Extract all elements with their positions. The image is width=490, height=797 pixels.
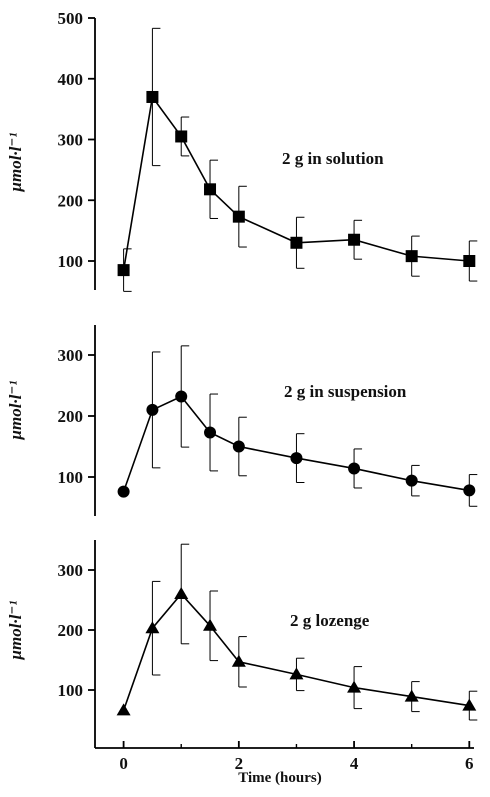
y-tick-label: 100 <box>58 252 84 271</box>
data-point-circle <box>405 474 418 487</box>
data-point-triangle <box>347 680 362 693</box>
y-tick-label: 300 <box>58 561 84 580</box>
data-point-square <box>117 264 130 277</box>
data-point-triangle <box>116 703 131 716</box>
data-point-triangle <box>203 618 218 631</box>
panel-suspension: 100 200 300 μmol·l⁻¹ 2 g in suspension <box>6 325 478 516</box>
data-point-square <box>405 250 418 263</box>
y-axis-title: μmol·l⁻¹ <box>6 601 25 661</box>
y-tick-label: 200 <box>58 621 84 640</box>
series-annotation: 2 g in suspension <box>284 382 407 401</box>
data-point-triangle <box>231 654 246 667</box>
y-tick-label: 300 <box>58 346 84 365</box>
y-tick-label: 100 <box>58 468 84 487</box>
panel-lozenge: 100 200 300 μmol·l⁻¹ 2 g lozenge <box>6 540 478 748</box>
series-annotation: 2 g in solution <box>282 149 384 168</box>
data-point-circle <box>348 462 361 475</box>
data-point-triangle <box>174 587 189 599</box>
data-point-circle <box>204 426 217 439</box>
data-point-triangle <box>462 698 477 711</box>
y-tick-label: 200 <box>58 407 84 426</box>
y-axis-title: μmol·l⁻¹ <box>6 133 25 193</box>
x-tick-label: 6 <box>465 754 474 773</box>
data-point-circle <box>146 403 159 416</box>
y-tick-label: 100 <box>58 681 84 700</box>
y-tick-label: 200 <box>58 191 84 210</box>
data-point-square <box>204 183 217 196</box>
data-point-circle <box>290 452 303 465</box>
data-point-triangle <box>289 667 304 680</box>
x-tick-label: 2 <box>235 754 244 773</box>
data-point-square <box>175 130 188 143</box>
y-tick-label: 500 <box>58 9 84 28</box>
data-point-circle <box>117 485 130 498</box>
data-point-triangle <box>145 621 160 634</box>
y-tick-label: 400 <box>58 70 84 89</box>
data-point-circle <box>175 390 188 403</box>
x-tick-label: 0 <box>119 754 128 773</box>
data-point-square <box>146 90 159 103</box>
y-tick-label: 300 <box>58 131 84 150</box>
shared-x-axis: 0 2 4 6 <box>95 741 474 773</box>
data-point-square <box>463 255 476 267</box>
data-point-square <box>348 233 361 246</box>
y-axis-title: μmol·l⁻¹ <box>6 381 25 441</box>
panel-solution: 100 200 300 400 500 μmol·l⁻¹ 2 g in solution <box>6 9 478 292</box>
x-tick-label: 4 <box>350 754 359 773</box>
data-point-square <box>232 210 245 223</box>
data-point-circle <box>232 440 245 453</box>
series-annotation: 2 g lozenge <box>290 611 370 630</box>
data-point-circle <box>463 484 476 497</box>
data-point-square <box>290 236 303 249</box>
x-axis-title: Time (hours) <box>238 770 321 786</box>
data-point-triangle <box>404 689 419 702</box>
